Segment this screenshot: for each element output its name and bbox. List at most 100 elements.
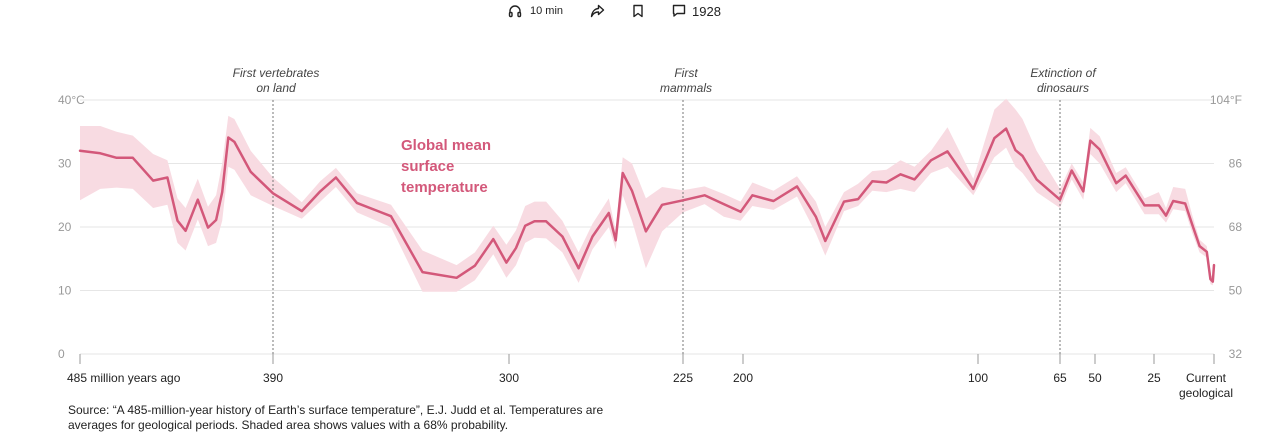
data-point (682, 199, 684, 202)
data-point (474, 264, 476, 267)
data-point (505, 261, 508, 264)
data-point (115, 157, 118, 159)
comments-count: 1928 (692, 3, 721, 19)
data-point (561, 235, 564, 238)
source-line-1: Source: “A 485-million-year history of E… (68, 403, 604, 417)
data-point (1212, 280, 1214, 283)
x-tick-label: 300 (499, 371, 519, 385)
data-point (390, 215, 392, 217)
headphones-icon (508, 4, 522, 18)
bookmark-icon (632, 4, 644, 18)
data-point (645, 230, 647, 233)
data-point (621, 172, 624, 174)
data-point (319, 190, 322, 193)
x-tick-label: 25 (1147, 371, 1161, 385)
y-tick-label-left: 10 (58, 284, 72, 298)
x-tick-label: 485 million years ago (67, 371, 181, 385)
data-point (272, 192, 274, 195)
data-point (1070, 169, 1073, 172)
data-point (1082, 190, 1085, 193)
y-tick-label-right: 32 (1229, 347, 1243, 361)
chart-title-line: temperature (401, 179, 488, 196)
data-point (1165, 214, 1167, 217)
data-point (515, 247, 517, 249)
share-button[interactable] (590, 2, 605, 20)
confidence-band-layer (80, 98, 1214, 292)
data-point (215, 219, 217, 221)
data-point (301, 210, 303, 212)
share-icon (590, 4, 605, 18)
listen-duration: 10 min (530, 5, 564, 17)
data-point (1089, 139, 1092, 142)
data-point (227, 136, 230, 139)
data-point (492, 238, 495, 240)
data-point (1005, 127, 1007, 130)
annotation-label-line-1: First vertebrates (233, 66, 320, 80)
data-point (1209, 278, 1212, 280)
x-tick-label: 390 (263, 371, 283, 385)
y-tick-label-right: 50 (1229, 284, 1243, 298)
data-point (207, 226, 209, 229)
annotation-label-line-1: First (674, 66, 698, 80)
data-point (79, 150, 81, 152)
data-point (1124, 174, 1127, 177)
data-point (1213, 264, 1215, 266)
annotation-label-line-2: on land (256, 81, 296, 95)
data-point (885, 181, 888, 184)
y-tick-label-left: 20 (58, 220, 72, 234)
data-point (421, 271, 424, 273)
data-point (233, 141, 236, 143)
y-tick-label-left: 30 (58, 157, 72, 171)
data-point (249, 171, 252, 173)
data-point (1198, 245, 1201, 247)
data-point (455, 277, 458, 279)
data-point (871, 180, 874, 183)
data-point (99, 152, 102, 155)
data-point (1035, 178, 1038, 181)
data-point (132, 157, 134, 159)
y-tick-label-right: 68 (1229, 220, 1243, 234)
data-point (608, 212, 610, 214)
axes: 0 32 10 50 20 68 30 86 40°C 104°F 485 million year… (58, 93, 1242, 400)
data-point (772, 200, 775, 202)
data-point (335, 176, 337, 179)
data-point (545, 220, 547, 223)
x-tick-label: 200 (733, 371, 753, 385)
data-point (356, 202, 358, 204)
data-point (703, 194, 706, 197)
data-point (930, 159, 932, 162)
data-point (751, 194, 754, 197)
data-point (631, 190, 633, 192)
comment-icon (672, 4, 686, 18)
y-tick-label-left: 0 (58, 347, 65, 361)
x-tick-label: 65 (1053, 371, 1067, 385)
listen-button[interactable]: 10 min (508, 2, 563, 20)
temperature-line (78, 127, 1216, 283)
x-tick-label: 100 (968, 371, 988, 385)
annotation-label-line-2: dinosaurs (1037, 81, 1089, 95)
data-point (591, 235, 594, 238)
data-point (815, 216, 817, 218)
data-point (857, 198, 859, 200)
data-point (972, 188, 975, 190)
chart-title: Global mean surface temperature (401, 137, 491, 196)
data-point (524, 224, 526, 227)
data-point (946, 150, 949, 153)
data-point (184, 230, 187, 232)
x-tick-label: 225 (673, 371, 693, 385)
data-point (739, 211, 742, 213)
data-point (1115, 182, 1117, 184)
data-point (614, 239, 617, 242)
x-tick-label: Current (1186, 371, 1227, 385)
data-point (1184, 202, 1186, 205)
source-note: Source: “A 485-million-year history of E… (68, 403, 628, 433)
comments-button[interactable]: 1928 (672, 2, 721, 20)
data-point (723, 203, 725, 205)
data-point (824, 240, 827, 242)
bookmark-button[interactable] (632, 2, 644, 20)
chart-title-line: surface (401, 158, 454, 175)
data-point (1191, 224, 1194, 226)
data-point (221, 191, 223, 193)
